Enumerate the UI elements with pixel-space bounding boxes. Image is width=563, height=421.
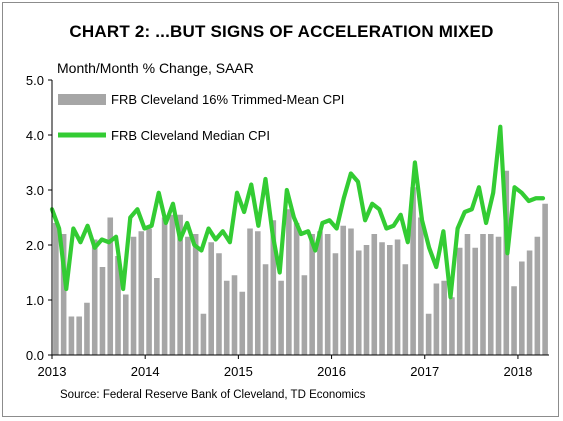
bar <box>223 280 230 355</box>
bar <box>503 170 510 355</box>
bar <box>231 275 238 355</box>
bar <box>122 294 129 355</box>
bar <box>138 231 145 355</box>
bar <box>130 236 137 355</box>
bar <box>76 316 82 355</box>
bar <box>449 297 455 355</box>
bar <box>332 253 339 355</box>
bar <box>526 250 533 355</box>
bar <box>487 234 494 355</box>
bar <box>317 231 323 355</box>
chart-title: CHART 2: ...BUT SIGNS OF ACCELERATION MI… <box>69 22 494 41</box>
bars-layer <box>53 170 548 355</box>
bar <box>154 278 160 355</box>
bar <box>286 209 292 355</box>
bar <box>379 242 385 355</box>
bar <box>348 228 354 355</box>
bar <box>324 234 331 355</box>
bar <box>495 236 502 355</box>
axes-layer: 0.0 1.0 2.0 3.0 4.0 5.0 2013 2014 2015 2016 2017 20… <box>26 73 549 379</box>
y-tick-label: 1.0 <box>26 293 44 308</box>
median-cpi-line <box>49 124 546 300</box>
bar <box>161 217 168 355</box>
bar <box>464 234 471 355</box>
bar <box>185 236 191 355</box>
y-tick-label: 5.0 <box>26 73 44 88</box>
bar <box>301 275 308 355</box>
x-tick-label: 2014 <box>131 364 160 379</box>
bar <box>418 217 424 355</box>
bar <box>200 313 207 355</box>
bar <box>402 264 409 355</box>
x-tick-label: 2018 <box>503 364 532 379</box>
bar <box>239 291 246 355</box>
bar <box>340 225 347 355</box>
bar <box>146 228 152 355</box>
bar <box>394 239 401 355</box>
bar <box>519 261 525 355</box>
bar <box>262 264 269 355</box>
bar <box>177 214 183 355</box>
bar <box>456 247 463 355</box>
units-label: Month/Month % Change, SAAR <box>57 60 254 76</box>
bar <box>534 236 541 355</box>
bar <box>387 245 393 355</box>
y-tick-label: 2.0 <box>26 238 44 253</box>
bar <box>107 217 114 355</box>
bar <box>410 187 416 355</box>
bar <box>511 286 517 355</box>
x-tick-label: 2013 <box>38 364 67 379</box>
bar <box>91 239 98 355</box>
line-layer <box>49 124 546 300</box>
legend-label-line: FRB Cleveland Median CPI <box>111 128 270 143</box>
x-tick-label: 2015 <box>224 364 253 379</box>
bar <box>208 242 214 355</box>
x-tick-label: 2016 <box>317 364 346 379</box>
source-note: Source: Federal Reserve Bank of Clevelan… <box>60 389 366 401</box>
y-tick-label: 3.0 <box>26 183 44 198</box>
bar <box>68 316 75 355</box>
bar <box>216 253 222 355</box>
bar <box>433 283 440 355</box>
bar <box>480 234 486 355</box>
bar <box>371 234 378 355</box>
legend-swatch-bars <box>58 94 106 105</box>
bar <box>53 223 59 355</box>
bar <box>278 280 284 355</box>
bar <box>192 234 199 355</box>
bar <box>270 220 277 355</box>
bar <box>293 223 300 355</box>
bar <box>309 234 315 355</box>
legend: FRB Cleveland 16% Trimmed-Mean CPI FRB C… <box>58 92 344 143</box>
bar <box>355 250 362 355</box>
legend-label-bars: FRB Cleveland 16% Trimmed-Mean CPI <box>111 92 344 107</box>
y-tick-label: 0.0 <box>26 348 44 363</box>
bar <box>60 234 67 355</box>
bar <box>472 247 479 355</box>
bar <box>425 313 432 355</box>
bar <box>254 231 261 355</box>
bar <box>441 280 447 355</box>
bar <box>169 214 176 355</box>
y-tick-label: 4.0 <box>26 128 44 143</box>
bar <box>99 267 106 355</box>
x-tick-label: 2017 <box>410 364 439 379</box>
bar <box>115 256 121 355</box>
bar <box>247 228 253 355</box>
bar <box>363 245 370 355</box>
bar <box>84 302 90 355</box>
bar <box>542 203 548 355</box>
